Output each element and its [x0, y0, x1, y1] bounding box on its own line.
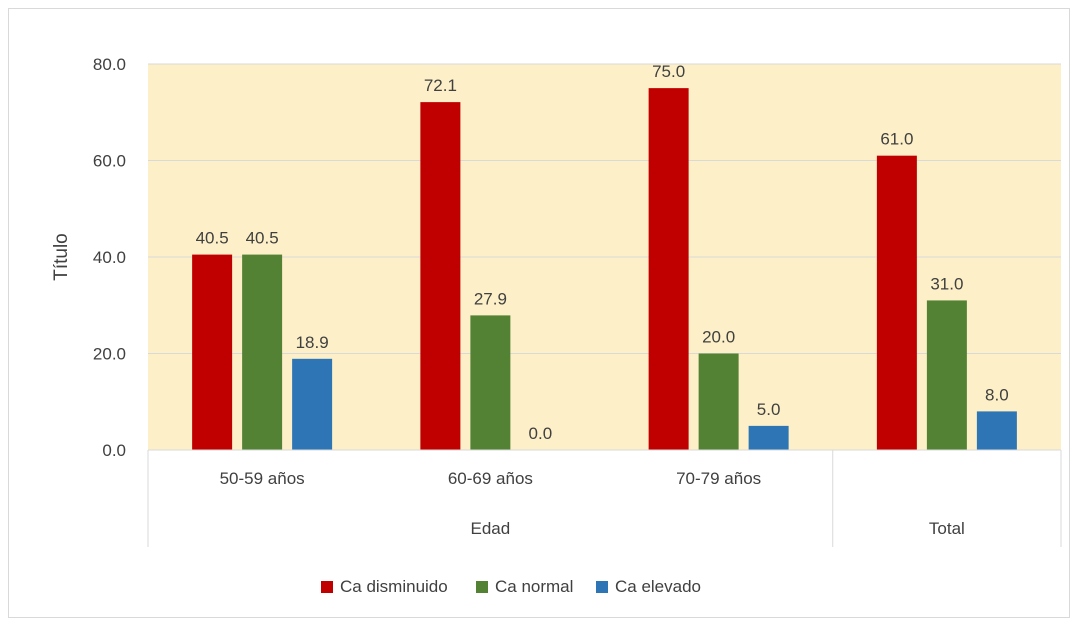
y-tick-label: 80.0 [93, 55, 126, 74]
bar [470, 315, 511, 450]
data-label: 40.5 [196, 229, 229, 248]
data-label: 72.1 [424, 76, 457, 95]
legend-label: Ca elevado [615, 577, 701, 596]
x-tick-label: 70-79 años [676, 469, 761, 488]
x-group-label: Edad [471, 519, 511, 538]
bar [192, 254, 233, 450]
y-tick-label: 60.0 [93, 152, 126, 171]
x-group-label: Total [929, 519, 965, 538]
bar [698, 353, 739, 450]
data-label: 61.0 [880, 130, 913, 149]
bar [242, 254, 283, 450]
legend-label: Ca normal [495, 577, 573, 596]
y-tick-label: 20.0 [93, 345, 126, 364]
y-tick-label: 40.0 [93, 248, 126, 267]
x-tick-label: 60-69 años [448, 469, 533, 488]
data-label: 18.9 [296, 333, 329, 352]
data-label: 0.0 [529, 424, 553, 443]
bar [876, 155, 917, 451]
legend-swatch [321, 581, 333, 593]
data-label: 40.5 [246, 229, 279, 248]
bar [420, 102, 461, 451]
bar-chart: 0.0 20.0 40.0 60.0 80.0 Título 40.5 72.1 75.0 61.… [51, 55, 1062, 596]
bar [926, 300, 967, 450]
bar [748, 425, 789, 450]
y-tick-label: 0.0 [102, 441, 126, 460]
legend-swatch [596, 581, 608, 593]
data-label: 8.0 [985, 385, 1009, 404]
chart-frame: 0.0 20.0 40.0 60.0 80.0 Título 40.5 72.1 75.0 61.… [8, 8, 1070, 618]
data-label: 75.0 [652, 62, 685, 81]
y-axis-title: Título [51, 233, 72, 281]
data-label: 5.0 [757, 400, 781, 419]
legend-label: Ca disminuido [340, 577, 448, 596]
data-label: 20.0 [702, 328, 735, 347]
legend-swatch [476, 581, 488, 593]
x-tick-label: 50-59 años [220, 469, 305, 488]
bar [648, 88, 689, 450]
data-label: 27.9 [474, 289, 507, 308]
bar [292, 358, 333, 450]
data-label: 31.0 [930, 274, 963, 293]
bar [976, 411, 1017, 450]
